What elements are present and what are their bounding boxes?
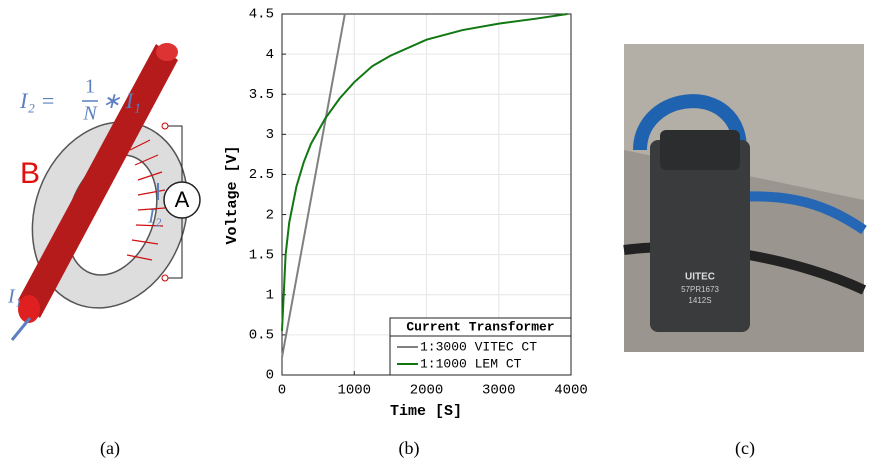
ct-clamp bbox=[650, 140, 750, 332]
legend-label: 1:1000 LEM CT bbox=[420, 356, 522, 371]
wire bbox=[165, 125, 183, 182]
formula: N bbox=[82, 103, 98, 125]
y-tick-label: 3.5 bbox=[249, 87, 274, 103]
photo: UITEC 57PR1673 1412S bbox=[623, 44, 867, 352]
conductor-end bbox=[18, 295, 40, 323]
caption: (b) bbox=[399, 438, 420, 459]
x-tick-label: 1000 bbox=[337, 383, 371, 399]
ct-diagram: A I₂ = 1 N ∗ I₁ B I₂ I₁ bbox=[7, 43, 201, 341]
y-tick-label: 2.5 bbox=[249, 167, 274, 183]
arrow bbox=[10, 317, 32, 341]
conductor bbox=[18, 44, 178, 318]
current-label: I₂ bbox=[147, 206, 162, 228]
formula: 1 bbox=[85, 76, 95, 98]
legend-label: 1:3000 VITEC CT bbox=[420, 339, 537, 354]
caption: (a) bbox=[100, 438, 120, 459]
terminal bbox=[161, 122, 169, 130]
meter-label: A bbox=[175, 187, 190, 212]
y-tick-label: 1.5 bbox=[249, 247, 274, 263]
x-tick-label: 0 bbox=[278, 383, 286, 399]
ct-clamp bbox=[660, 130, 740, 170]
y-tick-label: 2 bbox=[266, 207, 274, 223]
y-tick-label: 3 bbox=[266, 127, 274, 143]
terminal bbox=[161, 274, 169, 282]
x-axis-label: Time [S] bbox=[390, 403, 462, 420]
y-tick-label: 1 bbox=[266, 287, 274, 303]
wire bbox=[165, 218, 183, 279]
y-tick-label: 0.5 bbox=[249, 328, 274, 344]
x-tick-label: 4000 bbox=[554, 383, 588, 399]
legend-box bbox=[389, 317, 572, 376]
ammeter bbox=[163, 181, 201, 219]
caption: (c) bbox=[735, 438, 755, 459]
y-tick-label: 4 bbox=[266, 47, 274, 63]
y-axis-label: Voltage [V] bbox=[224, 145, 241, 244]
formula: I₂ = bbox=[19, 88, 55, 113]
y-tick-label: 4.5 bbox=[249, 7, 274, 23]
field-label: B bbox=[20, 157, 40, 190]
current-label: I₁ bbox=[7, 286, 22, 308]
photo-text: 1412S bbox=[688, 296, 711, 305]
photo-text: 57PR1673 bbox=[681, 285, 719, 294]
conductor-end bbox=[156, 43, 178, 61]
x-tick-label: 2000 bbox=[410, 383, 444, 399]
photo-text: UITEC bbox=[685, 272, 715, 283]
y-tick-label: 0 bbox=[266, 368, 274, 384]
winding bbox=[126, 139, 166, 261]
cable bbox=[633, 94, 747, 151]
series-line bbox=[281, 13, 568, 331]
formula: ∗ I₁ bbox=[102, 88, 141, 113]
legend-title: Current Transformer bbox=[406, 319, 554, 334]
x-tick-label: 3000 bbox=[482, 383, 516, 399]
chart: Voltage [V] Time [S] 0 0.5 1 1.5 2 2.5 3 3.5 4 4.… bbox=[224, 7, 588, 420]
series-line bbox=[281, 13, 346, 358]
